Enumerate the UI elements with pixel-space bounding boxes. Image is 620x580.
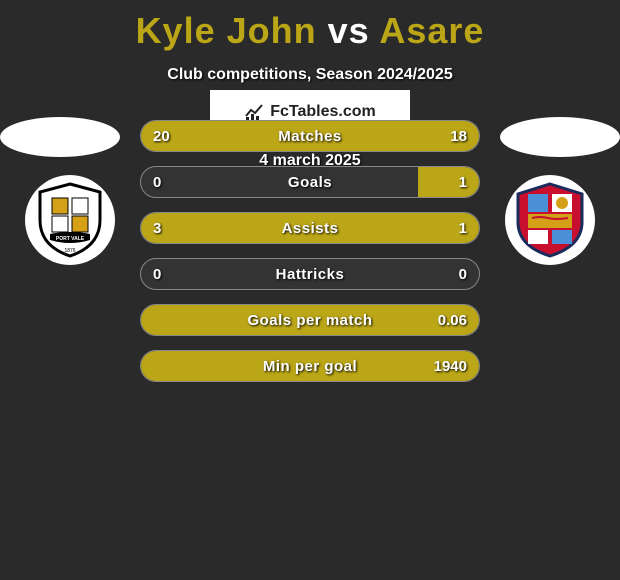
stat-label: Matches <box>141 121 479 151</box>
player2-name: Asare <box>379 10 484 51</box>
attribution-text: FcTables.com <box>270 103 376 121</box>
stat-value-right: 1940 <box>434 351 467 381</box>
player2-club-badge <box>505 175 595 265</box>
player1-name: Kyle John <box>136 10 317 51</box>
player2-avatar <box>500 117 620 157</box>
stat-value-left: 3 <box>153 213 161 243</box>
stat-value-right: 1 <box>459 167 467 197</box>
stat-bar: Assists3 1 <box>140 212 480 244</box>
stat-bar: Min per goal1940 <box>140 350 480 382</box>
stat-label: Assists <box>141 213 479 243</box>
player1-avatar <box>0 117 120 157</box>
stat-value-left: 0 <box>153 259 161 289</box>
stats-container: Matches2018Goals01Assists31Hattricks00Go… <box>140 120 480 396</box>
club-crest-1-icon: PORT VALE 1876 <box>30 180 110 260</box>
stat-value-left: 0 <box>153 167 161 197</box>
stat-label: Goals per match <box>141 305 479 335</box>
subtitle: Club competitions, Season 2024/2025 <box>0 66 620 84</box>
svg-text:PORT VALE: PORT VALE <box>56 236 85 242</box>
stat-value-right: 0 <box>459 259 467 289</box>
stat-value-right: 18 <box>450 121 467 151</box>
stat-bar: Goals0 1 <box>140 166 480 198</box>
svg-text:1876: 1876 <box>64 248 75 254</box>
stat-bar: Hattricks0 0 <box>140 258 480 290</box>
stat-label: Goals <box>141 167 479 197</box>
player1-club-badge: PORT VALE 1876 <box>25 175 115 265</box>
stat-value-right: 0.06 <box>438 305 467 335</box>
stat-value-right: 1 <box>459 213 467 243</box>
stat-label: Hattricks <box>141 259 479 289</box>
stat-label: Min per goal <box>141 351 479 381</box>
club-crest-2-icon <box>510 180 590 260</box>
chart-icon <box>244 102 264 122</box>
stat-bar: Goals per match0.06 <box>140 304 480 336</box>
stat-bar: Matches20 18 <box>140 120 480 152</box>
comparison-title: Kyle John vs Asare <box>0 0 620 52</box>
vs-text: vs <box>328 10 370 51</box>
stat-value-left: 20 <box>153 121 170 151</box>
